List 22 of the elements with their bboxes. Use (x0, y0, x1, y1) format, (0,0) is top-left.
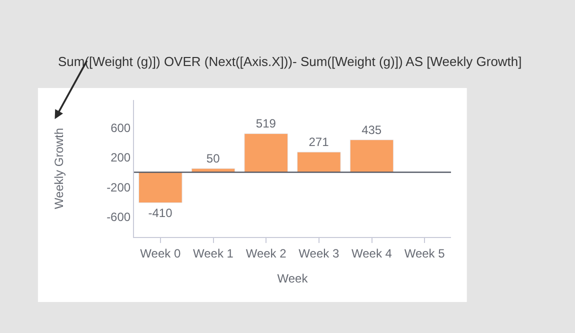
x-tick-label: Week 2 (246, 246, 287, 260)
y-tick-label: 600 (110, 120, 131, 135)
data-label: 435 (362, 122, 382, 137)
bar (138, 172, 182, 203)
x-axis-title: Week (277, 271, 309, 286)
bar (297, 152, 341, 172)
y-tick-label: 200 (110, 150, 131, 165)
x-tick-label: Week 0 (140, 246, 181, 260)
data-label: 519 (256, 116, 276, 131)
x-tick-label: Week 1 (193, 246, 234, 260)
y-tick-label: -600 (106, 210, 131, 224)
data-label: -410 (148, 206, 173, 220)
text: Sum([Weight (g)]) OVER (Next([Axis.X]))- Sum([Weight (g)]) AS [Weekly Growth] (58, 54, 522, 69)
data-label: 271 (308, 135, 330, 150)
data-label: 50 (206, 152, 220, 166)
x-tick-label: Week 3 (298, 246, 340, 260)
x-tick-label: Week 5 (404, 246, 446, 260)
x-tick-label: Week 4 (352, 246, 392, 260)
bar (244, 133, 288, 172)
y-tick-label: -200 (106, 180, 131, 194)
y-axis-title: Weekly Growth (52, 128, 66, 210)
bar (350, 140, 394, 172)
